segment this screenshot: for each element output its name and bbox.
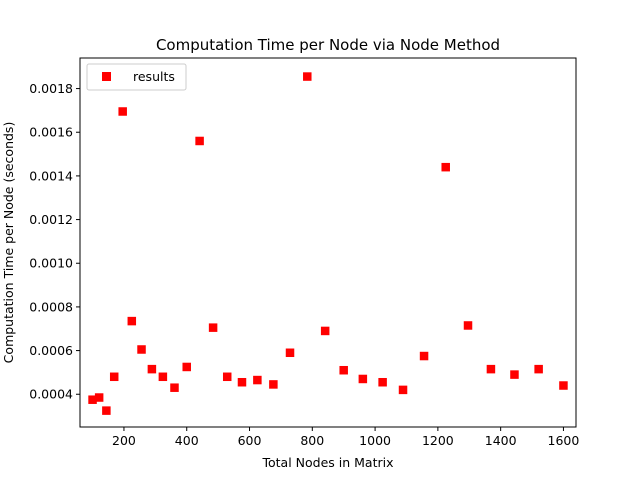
data-point [419,351,429,361]
y-tick-label: 0.0006 [29,343,73,358]
chart-title: Computation Time per Node via Node Metho… [156,36,500,54]
x-tick-label: 200 [112,433,136,448]
y-tick-label: 0.0016 [29,125,73,140]
data-point [339,365,348,375]
data-point [182,362,191,372]
y-tick-label: 0.0012 [29,212,73,227]
data-point [118,107,127,116]
legend-marker-results [102,72,111,81]
data-point [237,377,247,387]
data-point [510,370,519,379]
x-tick-label: 800 [300,433,324,448]
plot-frame [79,57,577,428]
data-point [441,162,450,172]
y-axis-label: Computation Time per Node (seconds) [1,122,16,364]
data-point [109,372,119,382]
data-point [559,381,568,390]
data-point [253,375,262,385]
data-point [269,380,278,389]
data-point [486,364,496,374]
x-axis-label: Total Nodes in Matrix [262,455,394,470]
x-tick-label: 1600 [548,433,580,448]
data-point [208,323,218,332]
x-tick-label: 1200 [422,433,454,448]
data-point [285,348,295,358]
data-point [137,345,146,354]
y-tick-label: 0.0014 [29,168,73,183]
data-point [222,372,232,382]
legend-label-results: results [133,69,175,84]
data-point [358,374,368,384]
x-tick-label: 400 [175,433,199,448]
data-point [147,364,157,374]
y-tick-label: 0.0018 [29,81,73,96]
ticks-layer: 200 400 600 800 1000 1200 1400 1600 0.0004 0.0006… [29,81,579,448]
x-tick-label: 600 [238,433,262,448]
data-point [102,406,111,415]
data-point [320,326,330,336]
data-point [170,383,179,392]
legend: results [86,63,187,91]
data-point [94,393,104,402]
x-tick-label: 1000 [359,433,391,448]
y-tick-label: 0.0004 [29,387,73,402]
data-point [534,364,543,374]
data-point [158,372,168,382]
y-tick-label: 0.0008 [29,299,73,314]
x-tick-label: 1400 [485,433,517,448]
points-layer [88,72,568,415]
data-point [127,316,137,326]
legend-box [86,63,187,91]
data-point [463,321,473,330]
y-tick-label: 0.0010 [29,256,73,271]
data-point [303,72,312,81]
data-point [195,136,204,146]
data-point [88,395,97,404]
data-point [378,377,387,387]
data-point [398,385,408,395]
